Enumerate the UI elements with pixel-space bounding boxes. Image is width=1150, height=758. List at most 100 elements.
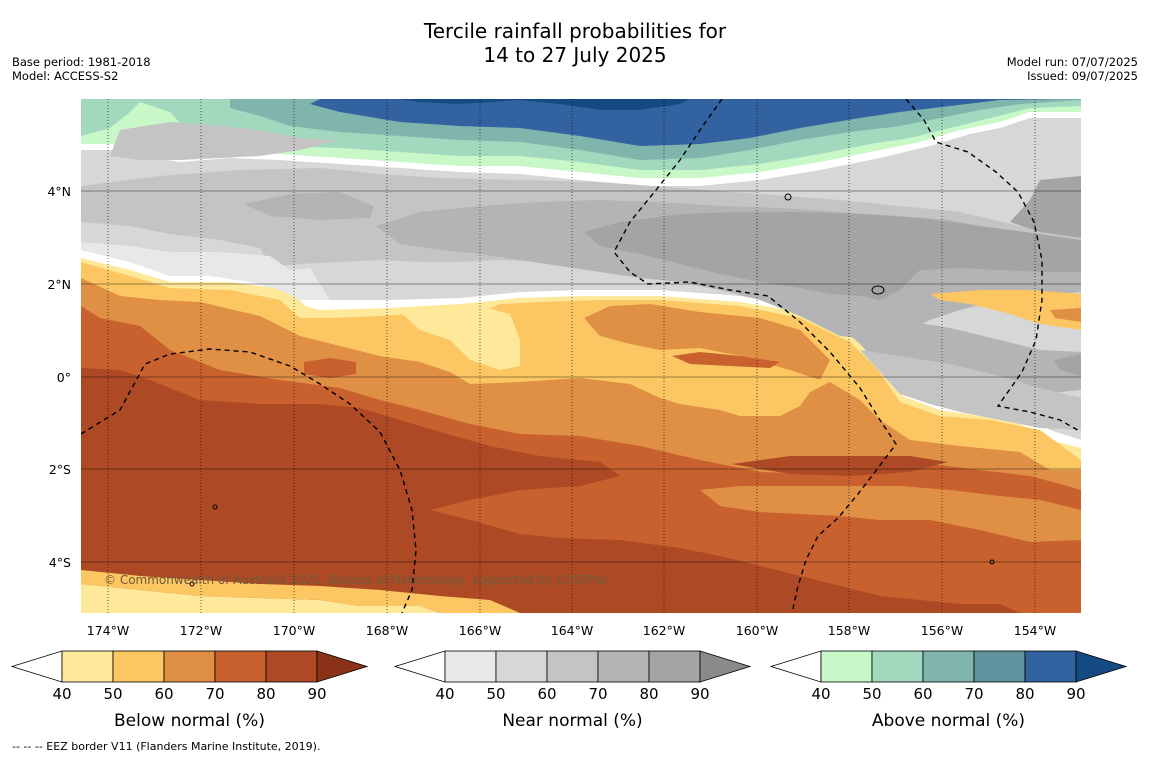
below-80-band-patch-mid <box>672 352 780 368</box>
near-60-band-east-south <box>860 350 1081 430</box>
below-60-band-south-edge <box>81 570 520 613</box>
below-50-patch-east <box>930 290 1081 330</box>
colorbar-tick: 70 <box>964 685 983 703</box>
islands <box>189 193 995 587</box>
below-90-band <box>81 368 1020 613</box>
below-50-patch-equator <box>400 306 520 370</box>
latitude-label: 2°N <box>47 277 71 292</box>
latitude-label: 4°S <box>49 555 71 570</box>
map-plot-area <box>81 99 1081 613</box>
colorbar-segment <box>973 650 1026 683</box>
title-line-1: Tercile rainfall probabilities for <box>423 19 727 43</box>
colorbar: 40 50 60 70 80 90 Above normal (%) <box>769 650 1128 731</box>
colorbar-segment <box>112 650 165 683</box>
colorbar-tick: 70 <box>205 685 224 703</box>
colorbar-segment <box>214 650 267 683</box>
colorbar-segment <box>163 650 216 683</box>
colorbar-tick: 40 <box>811 685 830 703</box>
colorbar-segment <box>871 650 924 683</box>
eez-borders <box>81 99 1081 613</box>
longitude-label: 160°W <box>736 623 778 638</box>
longitude-label: 162°W <box>643 623 685 638</box>
colorbar-tick: 40 <box>435 685 454 703</box>
colorbar-segment <box>61 650 114 683</box>
colorbar-label: Near normal (%) <box>502 711 642 731</box>
above-90-band <box>400 99 690 110</box>
island-1 <box>784 193 792 201</box>
colorbar: 40 50 60 70 80 90 Below normal (%) <box>10 650 369 731</box>
colorbar-segment <box>444 650 497 683</box>
colorbar-tick: 50 <box>486 685 505 703</box>
colorbar-tick: 80 <box>256 685 275 703</box>
near-80-band-east <box>1010 176 1081 238</box>
colorbar-segment <box>820 650 873 683</box>
latitude-label: 0° <box>57 370 71 385</box>
colorbar-tick: 40 <box>52 685 71 703</box>
island-4 <box>189 581 195 587</box>
near-80-band-east-small <box>1054 354 1081 376</box>
colorbar-tick: 80 <box>639 685 658 703</box>
eez-border-east <box>905 99 1081 433</box>
copyright-text: © Commonwealth of Australia 2025, Bureau… <box>104 573 609 587</box>
colorbar-left-extend <box>393 650 446 683</box>
base-period-text: Base period: 1981-2018 <box>12 55 151 69</box>
colorbar-segment <box>648 650 701 683</box>
colorbar-label: Below normal (%) <box>114 711 265 731</box>
below-70-band-south <box>700 486 1081 542</box>
latitude-labels: 4°N 2°N 0° 2°S 4°S <box>47 184 71 570</box>
below-50-band-south-edge <box>81 584 440 613</box>
forecast-map: © Commonwealth of Australia 2025, Bureau… <box>10 99 1128 731</box>
longitude-label: 154°W <box>1014 623 1056 638</box>
info-left: Base period: 1981-2018 Model: ACCESS-S2 <box>12 55 151 83</box>
longitude-label: 168°W <box>366 623 408 638</box>
longitude-label: 156°W <box>921 623 963 638</box>
longitude-label: 166°W <box>459 623 501 638</box>
colorbar-segment <box>495 650 548 683</box>
colorbar-segment <box>597 650 650 683</box>
issued-text: Issued: 09/07/2025 <box>1027 69 1138 83</box>
colorbar-tick: 50 <box>103 685 122 703</box>
island-2 <box>871 285 885 295</box>
colorbar-right-extend <box>1075 650 1128 683</box>
colorbar-tick: 80 <box>1015 685 1034 703</box>
colorbar-tick: 50 <box>862 685 881 703</box>
near-70-band-east-south <box>820 310 1081 398</box>
near-80-band <box>584 212 1081 300</box>
colorbar-segment <box>922 650 975 683</box>
info-right: Model run: 07/07/2025 Issued: 09/07/2025 <box>1007 55 1138 83</box>
colorbar-label: Above normal (%) <box>872 711 1025 731</box>
map-title: Tercile rainfall probabilities for 14 to… <box>0 19 1150 67</box>
eez-border-west <box>81 348 417 613</box>
near-70-band-west-small <box>244 192 374 220</box>
near-70-band-north-west <box>110 122 340 160</box>
below-80-band-patch-north <box>304 358 356 378</box>
island-3 <box>212 504 218 510</box>
longitude-label: 158°W <box>828 623 870 638</box>
colorbar-segment <box>265 650 318 683</box>
colorbar-right-extend <box>699 650 752 683</box>
eez-footnote: -- -- -- EEZ border V11 (Flanders Marine… <box>12 740 321 753</box>
colorbar-tick: 60 <box>913 685 932 703</box>
longitude-labels: 174°W 172°W 170°W 168°W 166°W 164°W 162°W 160°W… <box>87 623 1056 638</box>
colorbars: 40 50 60 70 80 90 Below normal (%) 40 50 60 70 80 90… <box>10 650 1128 731</box>
colorbar-tick: 90 <box>307 685 326 703</box>
latitude-label: 2°S <box>49 462 71 477</box>
latitude-label: 4°N <box>47 184 71 199</box>
longitude-label: 164°W <box>551 623 593 638</box>
title-line-2: 14 to 27 July 2025 <box>483 43 667 67</box>
longitude-label: 170°W <box>273 623 315 638</box>
longitude-label: 174°W <box>87 623 129 638</box>
below-90-band-patch-east <box>732 456 948 476</box>
longitude-label: 172°W <box>180 623 222 638</box>
colorbar-right-extend <box>316 650 369 683</box>
colorbar-tick: 60 <box>154 685 173 703</box>
near-50-band <box>81 242 330 300</box>
colorbar-tick: 70 <box>588 685 607 703</box>
colorbar-left-extend <box>769 650 822 683</box>
colorbar: 40 50 60 70 80 90 Near normal (%) <box>393 650 752 731</box>
colorbar-tick: 90 <box>690 685 709 703</box>
above-80-band <box>310 99 1060 146</box>
below-60-patch-east <box>1050 308 1081 322</box>
colorbar-tick: 90 <box>1066 685 1085 703</box>
colorbar-segment <box>546 650 599 683</box>
